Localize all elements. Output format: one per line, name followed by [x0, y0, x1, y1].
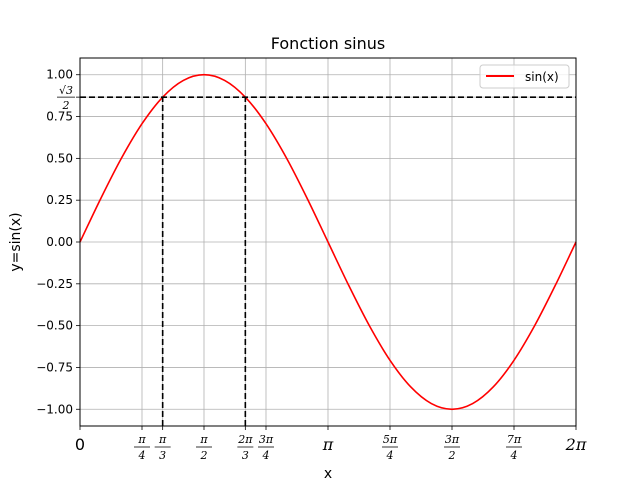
x-tick-label-numerator: 2π [237, 433, 253, 446]
y-tick-label-denominator: 2 [62, 99, 70, 112]
y-tick-label: −1.00 [36, 402, 73, 416]
y-tick-label: 0.75 [46, 110, 73, 124]
x-tick-label: π [322, 435, 334, 454]
x-tick-label-denominator: 4 [510, 449, 518, 462]
y-tick-label: 0.00 [46, 235, 73, 249]
y-tick-label: 0.25 [46, 193, 73, 207]
legend: sin(x) [479, 64, 570, 89]
x-tick-label-denominator: 4 [386, 449, 394, 462]
y-tick-label-numerator: √3 [59, 84, 73, 97]
x-tick-label-denominator: 2 [200, 449, 208, 462]
x-tick-label-denominator: 3 [242, 449, 249, 462]
x-tick-label-denominator: 4 [262, 449, 270, 462]
y-axis-label: y=sin(x) [8, 212, 24, 271]
x-axis-label: x [324, 466, 332, 480]
x-tick-label: 0 [75, 435, 85, 454]
legend-label: sin(x) [525, 70, 559, 84]
x-tick-label-numerator: π [158, 433, 167, 446]
x-tick-label-numerator: 3π [259, 433, 274, 446]
x-tick-label-numerator: 3π [445, 433, 460, 446]
x-tick-label-denominator: 2 [448, 449, 456, 462]
x-tick-label-numerator: 5π [383, 433, 398, 446]
x-tick-label-denominator: 3 [159, 449, 166, 462]
y-axis-ticks: −1.00 −0.75 −0.50 −0.25 0.00 0.25 0.50 0.75 1.00… [36, 68, 80, 416]
y-tick-label: −0.50 [36, 319, 73, 333]
y-tick-label: 0.50 [46, 151, 73, 165]
chart-title: Fonction sinus [271, 34, 386, 53]
x-tick-label: 2π [565, 435, 587, 454]
y-tick-label: −0.75 [36, 360, 73, 374]
legend-box [479, 64, 570, 89]
x-tick-label-numerator: π [137, 433, 146, 446]
y-tick-label: −0.25 [36, 277, 73, 291]
x-tick-label-numerator: π [199, 433, 208, 446]
reference-lines [80, 96, 576, 426]
x-tick-label-numerator: 7π [507, 433, 522, 446]
x-tick-label-denominator: 4 [138, 449, 146, 462]
y-tick-label: 1.00 [46, 68, 73, 82]
